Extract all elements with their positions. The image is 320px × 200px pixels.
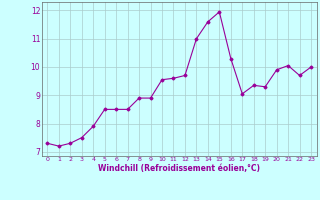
X-axis label: Windchill (Refroidissement éolien,°C): Windchill (Refroidissement éolien,°C) xyxy=(98,164,260,173)
